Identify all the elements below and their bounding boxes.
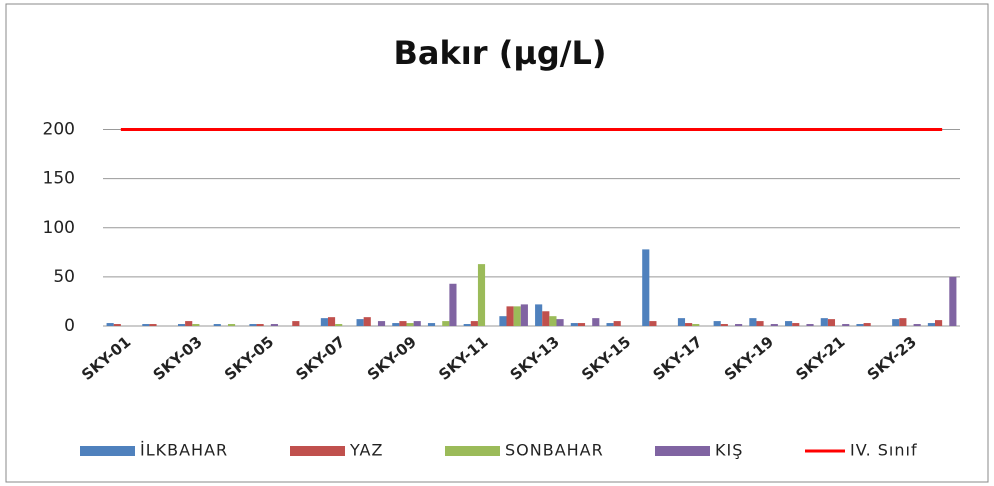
- bar: [192, 324, 200, 326]
- bar: [935, 320, 943, 326]
- bar: [713, 321, 721, 326]
- y-tick-label: 100: [43, 218, 75, 238]
- bar: [613, 321, 621, 326]
- bar: [356, 319, 364, 326]
- bar: [427, 323, 436, 326]
- bar: [213, 324, 221, 326]
- bar: [320, 318, 328, 326]
- bar: [392, 323, 400, 326]
- bar: [477, 264, 486, 326]
- bar: [820, 318, 828, 326]
- bar: [499, 316, 507, 326]
- bar: [806, 324, 814, 326]
- legend-swatch: [655, 446, 710, 456]
- chart-border: [5, 3, 989, 483]
- bar: [442, 321, 450, 326]
- bar: [227, 324, 236, 326]
- bar: [413, 321, 421, 326]
- legend-swatch: [445, 446, 500, 456]
- bar: [842, 324, 850, 326]
- bar: [406, 323, 414, 326]
- bar: [377, 321, 386, 326]
- bar: [863, 323, 871, 326]
- y-tick-label: 0: [64, 316, 75, 336]
- bar: [363, 317, 371, 326]
- bar: [913, 324, 921, 326]
- bar: [106, 323, 114, 326]
- bar: [113, 324, 121, 326]
- bar: [177, 324, 186, 326]
- bar: [506, 306, 514, 326]
- legend-swatch: [290, 446, 345, 456]
- y-tick-label: 50: [53, 267, 75, 287]
- legend-label: IV. Sınıf: [850, 441, 918, 460]
- bar: [749, 318, 757, 326]
- bar: [770, 324, 778, 326]
- bar: [949, 276, 957, 326]
- bar: [520, 304, 528, 326]
- bar: [677, 318, 686, 326]
- bar: [463, 324, 471, 326]
- bar: [256, 324, 264, 326]
- legend-swatch: [80, 446, 135, 456]
- bar: [149, 324, 157, 326]
- bar: [649, 321, 657, 326]
- bar: [327, 317, 336, 326]
- bar: [142, 324, 150, 326]
- bar: [449, 283, 457, 326]
- bar: [335, 324, 343, 326]
- bar: [399, 321, 407, 326]
- bar: [792, 323, 800, 326]
- bar: [856, 324, 864, 326]
- bar: [785, 321, 793, 326]
- bar: [270, 324, 278, 326]
- bar: [892, 319, 900, 326]
- y-tick-label: 150: [43, 169, 75, 189]
- bar: [535, 304, 543, 326]
- bar: [899, 318, 907, 326]
- y-tick-label: 200: [43, 120, 75, 140]
- bar: [606, 323, 614, 326]
- bar: [292, 321, 300, 326]
- bar: [642, 249, 650, 326]
- legend-label: İLKBAHAR: [140, 441, 228, 460]
- bar: [692, 324, 700, 326]
- bar: [577, 323, 586, 326]
- bar: [249, 324, 257, 326]
- bar: [549, 316, 557, 326]
- bar: [756, 321, 764, 326]
- bar: [592, 318, 600, 326]
- bar: [827, 319, 836, 326]
- bar: [735, 324, 743, 326]
- bar: [185, 321, 193, 326]
- bar: [570, 323, 578, 326]
- bar: [927, 323, 936, 326]
- bar: [685, 323, 693, 326]
- bar: [720, 324, 728, 326]
- bar: [470, 321, 478, 326]
- legend-label: SONBAHAR: [505, 441, 604, 460]
- legend-label: KIŞ: [715, 441, 743, 460]
- chart-title: Bakır (µg/L): [394, 34, 607, 72]
- legend-label: YAZ: [349, 441, 383, 460]
- bar: [542, 311, 550, 326]
- bar: [513, 306, 521, 326]
- bar: [556, 319, 564, 326]
